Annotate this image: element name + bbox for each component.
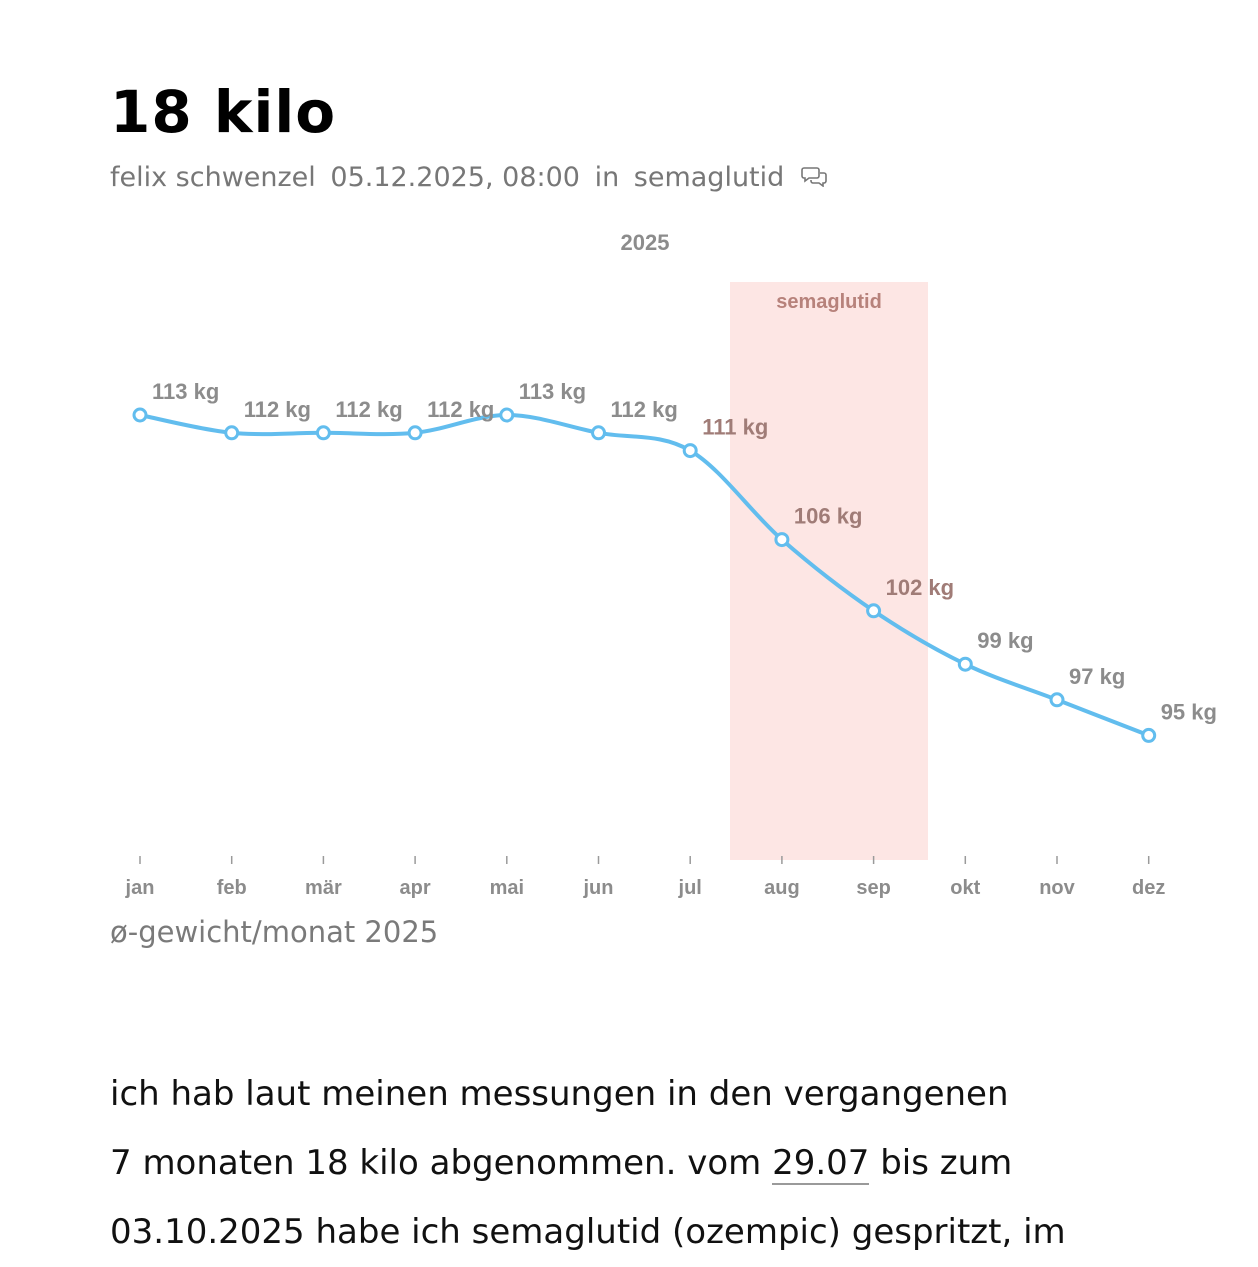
post-title[interactable]: 18 kilo xyxy=(110,78,337,146)
body-line-3: 03.10.2025 habe ich semaglutid (ozempic)… xyxy=(110,1212,1066,1252)
data-label: 111 kg xyxy=(702,415,768,440)
data-label: 102 kg xyxy=(886,575,955,600)
x-tick-label: aug xyxy=(764,877,800,899)
body-line-2-end: bis zum xyxy=(880,1143,1013,1183)
data-point xyxy=(591,425,606,441)
data-point xyxy=(132,407,148,423)
data-point xyxy=(866,603,882,619)
x-tick-label: nov xyxy=(1039,877,1075,899)
body-line-1: ich hab laut meinen messungen in den ver… xyxy=(110,1074,1009,1114)
post-category[interactable]: semaglutid xyxy=(633,162,785,193)
data-point xyxy=(682,443,698,459)
data-label: 113 kg xyxy=(519,379,586,404)
data-point xyxy=(1141,727,1157,743)
post-author[interactable]: felix schwenzel xyxy=(110,162,316,193)
comment-bubbles-icon[interactable] xyxy=(801,163,829,194)
semaglutid-highlight-band xyxy=(730,282,928,860)
x-tick-label: mär xyxy=(305,877,342,899)
weight-series-line xyxy=(138,412,1151,738)
data-label: 112 kg xyxy=(244,397,311,422)
data-point xyxy=(499,407,515,423)
data-label: 112 kg xyxy=(611,397,678,422)
data-label: 113 kg xyxy=(152,379,219,404)
x-tick-label: okt xyxy=(950,877,980,899)
data-label: 97 kg xyxy=(1069,664,1125,689)
post-in-label: in xyxy=(594,162,620,193)
chart-caption: ø-gewicht/monat 2025 xyxy=(110,915,439,949)
x-tick-label: mai xyxy=(490,877,524,899)
data-point xyxy=(224,425,240,441)
data-label: 112 kg xyxy=(427,397,494,422)
data-point xyxy=(315,425,331,441)
date-link[interactable]: 29.07 xyxy=(772,1143,870,1185)
x-tick-label: jun xyxy=(583,877,614,899)
data-label: 99 kg xyxy=(977,628,1033,653)
data-label: 106 kg xyxy=(794,504,863,529)
x-tick-label: apr xyxy=(400,877,431,899)
data-point xyxy=(1049,692,1065,708)
data-point xyxy=(407,425,423,441)
data-point xyxy=(957,656,973,672)
x-tick-label: jul xyxy=(678,877,702,899)
semaglutid-highlight-label: semaglutid xyxy=(776,291,882,313)
x-tick-label: feb xyxy=(217,877,247,899)
chart-title: 2025 xyxy=(621,230,670,255)
x-tick-label: sep xyxy=(856,877,890,899)
x-tick-label: jan xyxy=(125,877,155,899)
body-line-2-start: 7 monaten 18 kilo abgenommen. vom xyxy=(110,1143,762,1183)
data-label: 112 kg xyxy=(335,397,402,422)
post-datetime[interactable]: 05.12.2025, 08:00 xyxy=(330,162,580,193)
weight-chart: semaglutid 2025 jan feb mär apr mai jun jul aug… xyxy=(125,230,1217,899)
data-label: 95 kg xyxy=(1161,699,1217,724)
post-body: ich hab laut meinen messungen in den ver… xyxy=(110,1060,1170,1267)
x-tick-label: dez xyxy=(1132,877,1165,899)
post-meta: felix schwenzel 05.12.2025, 08:00 in sem… xyxy=(110,162,835,194)
data-point xyxy=(774,532,790,548)
